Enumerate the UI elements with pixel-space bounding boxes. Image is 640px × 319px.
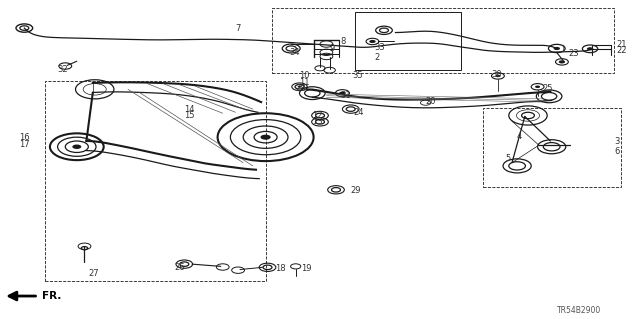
Text: 18: 18 [275, 264, 286, 273]
Text: 7: 7 [236, 24, 241, 33]
Text: 17: 17 [19, 140, 30, 149]
Text: 21: 21 [616, 40, 627, 48]
Text: 34: 34 [289, 48, 300, 57]
Text: 14: 14 [184, 105, 195, 114]
Circle shape [535, 85, 540, 88]
Text: 12: 12 [312, 111, 323, 120]
Text: 3: 3 [614, 137, 620, 146]
Bar [45, 81, 266, 281]
Bar [272, 8, 614, 73]
Circle shape [72, 145, 81, 149]
Circle shape [260, 135, 271, 140]
Bar [483, 108, 621, 187]
Text: 19: 19 [301, 264, 311, 273]
Text: 1: 1 [560, 45, 565, 54]
Text: 20: 20 [426, 97, 436, 106]
Text: 29: 29 [351, 186, 361, 195]
Text: 31: 31 [340, 91, 351, 100]
Text: 11: 11 [300, 78, 310, 87]
Text: 23: 23 [568, 49, 579, 58]
Circle shape [587, 47, 593, 50]
Text: 22: 22 [616, 46, 627, 55]
Circle shape [495, 75, 500, 77]
Text: 33: 33 [374, 43, 385, 52]
Text: 24: 24 [353, 108, 364, 117]
Circle shape [369, 40, 376, 43]
Text: 8: 8 [340, 37, 346, 46]
Text: 10: 10 [300, 71, 310, 80]
Text: 26: 26 [174, 263, 185, 272]
Text: 35: 35 [352, 71, 363, 80]
Text: 2: 2 [374, 53, 380, 62]
Text: 30: 30 [492, 70, 502, 78]
Text: 13: 13 [312, 117, 323, 126]
Circle shape [339, 92, 346, 95]
Text: 15: 15 [184, 111, 195, 120]
Text: 27: 27 [88, 269, 99, 278]
Text: 6: 6 [614, 147, 620, 156]
Text: 5: 5 [506, 154, 511, 163]
Text: 32: 32 [58, 65, 68, 74]
Text: TR54B2900: TR54B2900 [557, 306, 601, 315]
Circle shape [554, 47, 560, 50]
Text: FR.: FR. [42, 291, 61, 301]
Circle shape [559, 60, 565, 63]
Text: 25: 25 [543, 84, 553, 93]
Circle shape [298, 86, 301, 88]
Text: 28: 28 [296, 84, 307, 93]
Bar [355, 12, 461, 70]
Text: 4: 4 [517, 132, 522, 141]
Text: 16: 16 [19, 133, 30, 142]
Text: 9: 9 [330, 44, 335, 53]
